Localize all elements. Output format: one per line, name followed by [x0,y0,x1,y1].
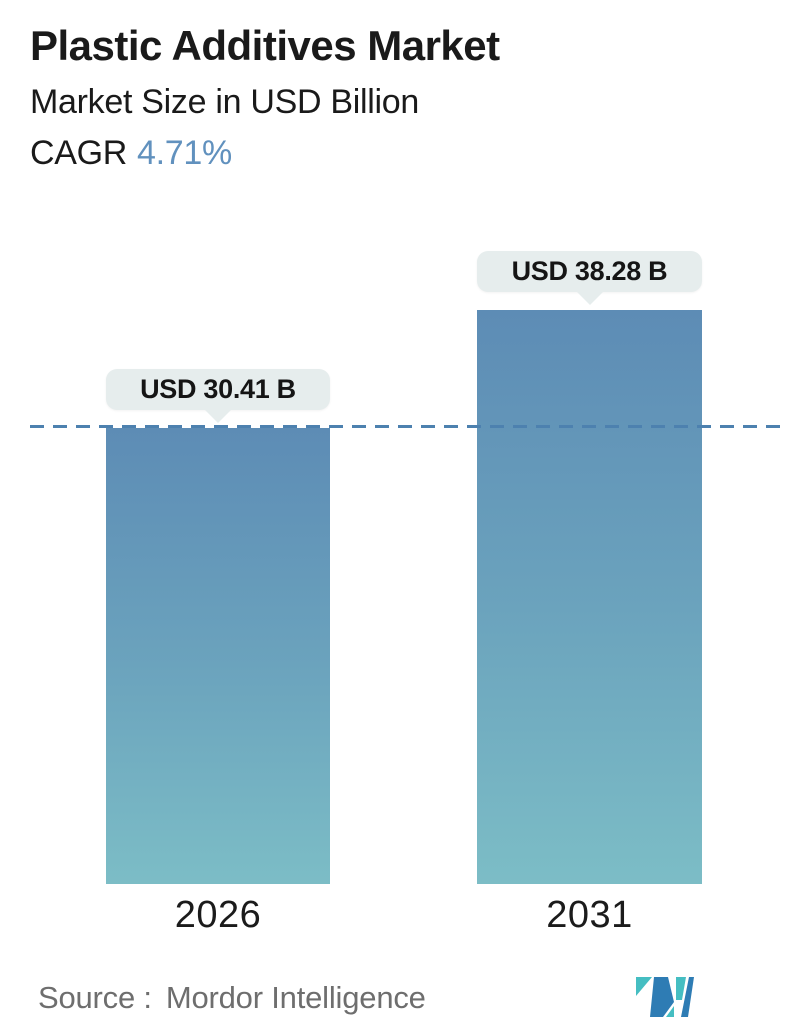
bar-column-2031: USD 38.28 B 2031 [477,251,702,936]
chart-subtitle: Market Size in USD Billion [30,83,419,121]
cagr-label: CAGR [30,134,128,172]
bar-2031 [477,310,702,884]
x-axis-label-2031: 2031 [546,894,633,936]
mordor-intelligence-logo [636,977,694,1017]
source-value: Mordor Intelligence [165,980,426,1015]
value-bubble-2031: USD 38.28 B [477,251,702,305]
value-bubble-2026: USD 30.41 B [106,369,330,423]
bubble-pointer-icon [205,410,231,423]
value-label-2026: USD 30.41 B [140,374,296,404]
value-label-2031: USD 38.28 B [511,256,668,286]
bar-column-2026: USD 30.41 B 2026 [106,369,330,936]
x-axis-label-2026: 2026 [174,894,262,936]
cagr-line: CAGR 4.71% [30,135,776,171]
source-attribution: Source : Mordor Intelligence [38,980,426,1016]
bar-2026 [106,428,330,884]
cagr-value: 4.71% [137,134,232,172]
reference-dashed-line [30,425,789,428]
source-label: Source : [38,980,152,1015]
page-title: Plastic Additives Market [30,22,500,69]
bubble-pointer-icon [576,292,603,305]
chart-header: Plastic Additives Market Market Size in … [30,22,776,172]
